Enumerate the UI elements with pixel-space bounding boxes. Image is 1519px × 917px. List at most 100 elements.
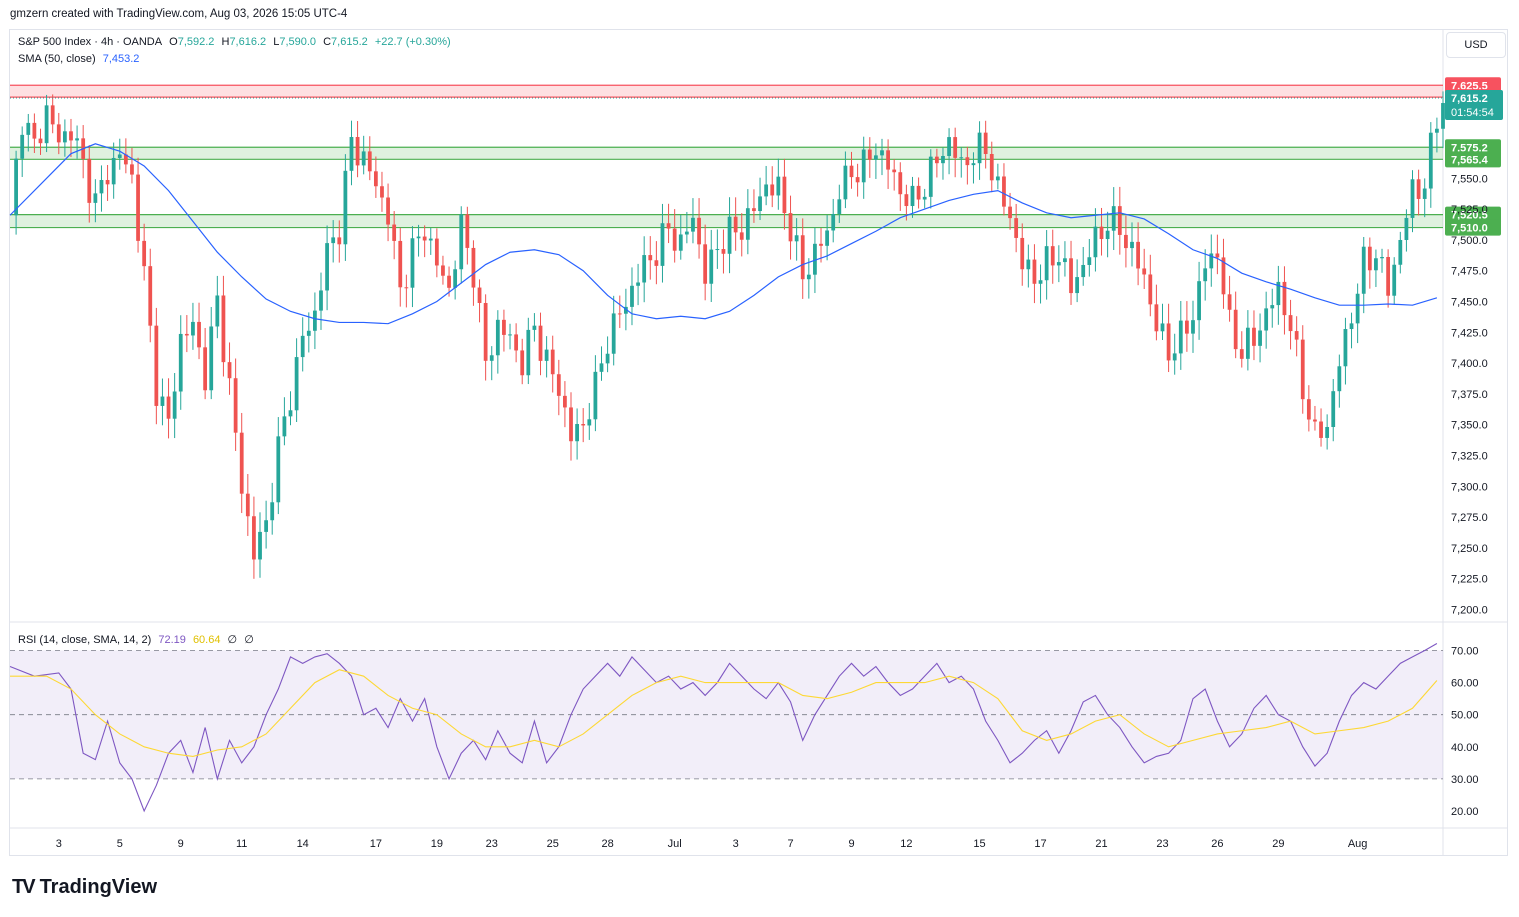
candle-body[interactable] bbox=[538, 325, 543, 361]
candle-body[interactable] bbox=[880, 150, 884, 156]
candle-body[interactable] bbox=[788, 213, 793, 242]
candle-body[interactable] bbox=[1227, 294, 1232, 310]
candle-body[interactable] bbox=[32, 122, 37, 139]
candle-body[interactable] bbox=[392, 224, 397, 241]
candle-body[interactable] bbox=[1355, 293, 1360, 324]
candle-body[interactable] bbox=[977, 132, 982, 164]
candle-body[interactable] bbox=[569, 407, 573, 442]
candle-body[interactable] bbox=[1081, 264, 1086, 278]
candle-body[interactable] bbox=[1172, 353, 1177, 361]
candle-body[interactable] bbox=[611, 313, 616, 354]
candle-body[interactable] bbox=[678, 234, 683, 251]
candle-body[interactable] bbox=[160, 396, 165, 406]
candle-body[interactable] bbox=[416, 236, 421, 239]
candle-body[interactable] bbox=[1294, 331, 1299, 340]
candle-body[interactable] bbox=[404, 287, 409, 289]
candle-body[interactable] bbox=[471, 247, 476, 288]
candle-body[interactable] bbox=[1386, 256, 1391, 296]
candle-body[interactable] bbox=[910, 185, 915, 207]
candle-body[interactable] bbox=[800, 235, 805, 280]
candle-body[interactable] bbox=[87, 158, 92, 203]
candle-body[interactable] bbox=[727, 216, 732, 254]
candle-body[interactable] bbox=[258, 531, 262, 560]
candle-body[interactable] bbox=[928, 156, 933, 197]
candle-body[interactable] bbox=[465, 214, 470, 248]
candle-body[interactable] bbox=[794, 235, 799, 242]
candle-body[interactable] bbox=[617, 313, 622, 315]
candle-body[interactable] bbox=[99, 180, 104, 194]
candle-body[interactable] bbox=[14, 158, 18, 216]
candle-body[interactable] bbox=[221, 295, 226, 363]
candle-body[interactable] bbox=[1020, 237, 1025, 270]
candle-body[interactable] bbox=[605, 353, 610, 364]
candle-body[interactable] bbox=[26, 122, 31, 135]
candle-body[interactable] bbox=[373, 171, 378, 187]
candle-body[interactable] bbox=[1398, 239, 1403, 265]
candle-body[interactable] bbox=[148, 266, 153, 326]
candle-body[interactable] bbox=[313, 310, 317, 331]
candle-body[interactable] bbox=[1410, 179, 1415, 218]
candle-body[interactable] bbox=[282, 416, 287, 437]
candle-body[interactable] bbox=[1374, 258, 1378, 271]
candle-body[interactable] bbox=[306, 330, 311, 336]
candle-body[interactable] bbox=[989, 154, 994, 181]
candle-body[interactable] bbox=[1361, 246, 1366, 294]
candle-body[interactable] bbox=[136, 174, 140, 241]
candle-body[interactable] bbox=[447, 275, 451, 288]
candle-body[interactable] bbox=[1300, 339, 1305, 400]
candle-body[interactable] bbox=[825, 230, 830, 246]
candle-body[interactable] bbox=[1002, 176, 1006, 207]
candle-body[interactable] bbox=[1404, 217, 1409, 240]
candle-body[interactable] bbox=[526, 329, 531, 376]
candle-body[interactable] bbox=[1276, 281, 1281, 306]
candle-body[interactable] bbox=[1160, 323, 1165, 332]
candle-body[interactable] bbox=[56, 124, 61, 143]
candle-body[interactable] bbox=[776, 176, 781, 196]
candle-body[interactable] bbox=[520, 350, 525, 376]
candle-body[interactable] bbox=[343, 170, 348, 245]
candle-body[interactable] bbox=[965, 157, 970, 166]
candle-body[interactable] bbox=[1306, 399, 1311, 420]
candle-body[interactable] bbox=[849, 165, 854, 178]
candle-body[interactable] bbox=[477, 287, 482, 303]
candle-body[interactable] bbox=[1136, 241, 1140, 269]
candle-body[interactable] bbox=[867, 149, 872, 160]
candle-body[interactable] bbox=[703, 244, 708, 284]
candle-body[interactable] bbox=[93, 193, 98, 203]
candle-body[interactable] bbox=[422, 236, 427, 241]
candle-body[interactable] bbox=[697, 217, 701, 245]
candle-body[interactable] bbox=[184, 333, 189, 336]
candle-body[interactable] bbox=[1416, 179, 1421, 199]
candle-body[interactable] bbox=[355, 136, 360, 166]
candle-body[interactable] bbox=[252, 516, 256, 560]
candle-body[interactable] bbox=[1349, 323, 1354, 330]
candle-body[interactable] bbox=[575, 424, 579, 442]
candle-body[interactable] bbox=[361, 151, 366, 166]
candle-body[interactable] bbox=[648, 255, 653, 261]
candle-body[interactable] bbox=[1428, 132, 1433, 189]
candle-body[interactable] bbox=[654, 260, 659, 266]
candle-body[interactable] bbox=[623, 306, 628, 314]
candle-body[interactable] bbox=[331, 237, 336, 244]
candle-body[interactable] bbox=[380, 186, 384, 198]
candle-body[interactable] bbox=[593, 371, 598, 420]
candle-body[interactable] bbox=[1069, 258, 1073, 294]
candle-body[interactable] bbox=[1215, 253, 1220, 258]
candle-body[interactable] bbox=[203, 347, 208, 391]
candle-body[interactable] bbox=[691, 217, 695, 232]
candle-body[interactable] bbox=[337, 237, 342, 245]
candle-body[interactable] bbox=[922, 196, 927, 200]
candle-body[interactable] bbox=[69, 131, 73, 141]
candle-body[interactable] bbox=[1038, 280, 1043, 284]
candle-body[interactable] bbox=[1191, 320, 1195, 334]
candle-body[interactable] bbox=[1270, 305, 1275, 309]
candle-body[interactable] bbox=[1032, 259, 1037, 284]
sma-legend[interactable]: SMA (50, close) 7,453.2 bbox=[18, 53, 139, 65]
candle-body[interactable] bbox=[38, 138, 43, 144]
candle-body[interactable] bbox=[1343, 329, 1348, 367]
candle-body[interactable] bbox=[581, 424, 586, 426]
candle-body[interactable] bbox=[130, 164, 134, 175]
candle-body[interactable] bbox=[550, 349, 555, 375]
candle-body[interactable] bbox=[44, 105, 49, 144]
candle-body[interactable] bbox=[502, 319, 506, 335]
